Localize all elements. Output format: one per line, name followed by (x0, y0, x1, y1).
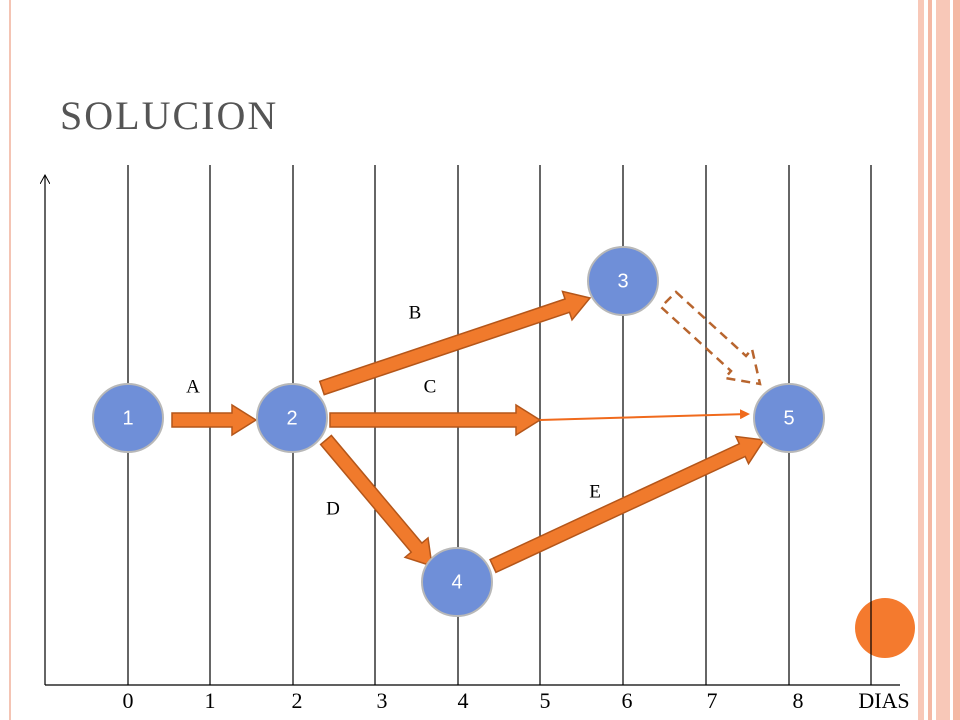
block-arrow (318, 290, 592, 396)
tick-label: 1 (205, 688, 216, 713)
node-label: 3 (617, 270, 628, 292)
title: SOLUCION (60, 93, 278, 138)
activity-label: B (409, 302, 422, 323)
decor-circle (855, 598, 915, 658)
tick-label: 8 (793, 688, 804, 713)
thin-arrow (539, 409, 750, 421)
stripe (936, 0, 950, 720)
tick-label: 0 (123, 688, 134, 713)
activity-label: E (589, 481, 601, 502)
block-arrow (329, 403, 542, 437)
node-label: 1 (122, 407, 133, 429)
stripe (953, 0, 960, 720)
stripe (918, 0, 924, 720)
tick-label: 6 (622, 688, 633, 713)
node: 5 (753, 383, 825, 453)
axis-label: DIAS (858, 688, 909, 713)
tick-label: 2 (292, 688, 303, 713)
block-arrow (319, 434, 433, 568)
tick-label: 5 (540, 688, 551, 713)
activity-label: C (424, 376, 437, 397)
node: 1 (92, 383, 164, 453)
node: 3 (587, 246, 659, 316)
tick-label: 3 (377, 688, 388, 713)
activity-label: D (326, 498, 340, 519)
dummy-arrow (659, 290, 762, 386)
node-label: 2 (286, 407, 297, 429)
tick-label: 4 (458, 688, 469, 713)
tick-label: 7 (707, 688, 718, 713)
arrows (171, 290, 766, 574)
block-arrow (171, 403, 258, 437)
stripe (928, 0, 932, 720)
node: 2 (256, 383, 328, 453)
block-arrow (489, 435, 766, 574)
node-label: 5 (783, 407, 794, 429)
node: 4 (421, 547, 493, 617)
node-label: 4 (451, 571, 462, 593)
activity-label: A (186, 376, 200, 397)
